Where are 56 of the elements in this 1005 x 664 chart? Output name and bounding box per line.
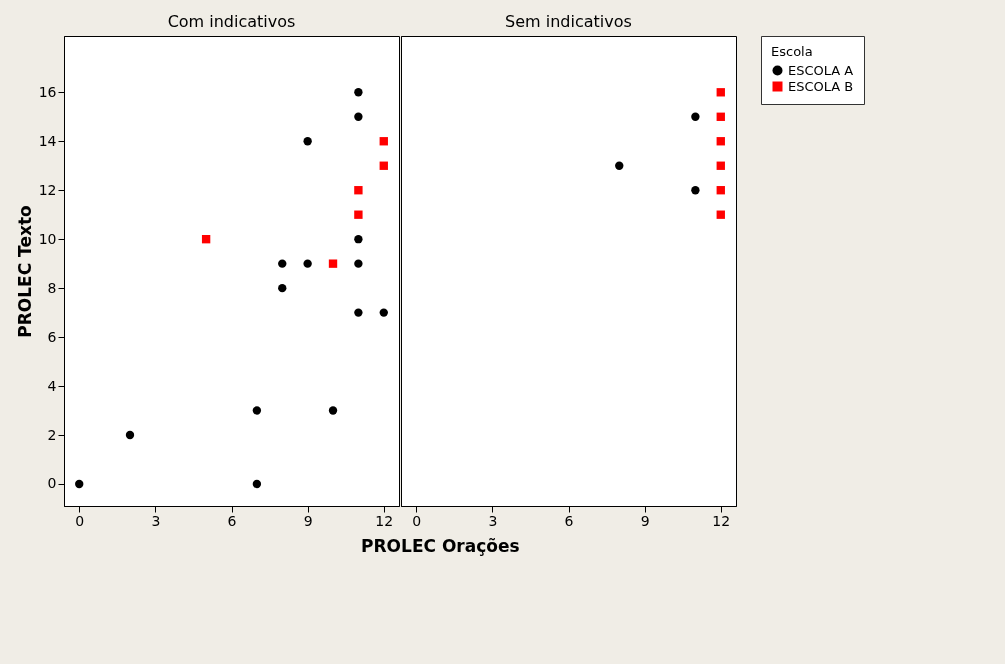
point (75, 479, 84, 489)
y-tick-label: 8 (47, 279, 57, 296)
y-tick-label: 6 (47, 328, 57, 345)
point (716, 186, 725, 195)
x-tick-label: 12 (712, 512, 731, 529)
x-tick-label: 12 (375, 512, 394, 529)
point (379, 308, 388, 317)
x-tick-label: 6 (227, 512, 237, 529)
point (328, 259, 338, 268)
point (379, 137, 388, 146)
point (691, 112, 700, 121)
point (354, 88, 363, 97)
x-tick-label: 0 (75, 512, 85, 529)
point (201, 234, 211, 244)
legend-title: Escola (771, 44, 813, 59)
point (716, 112, 725, 121)
point (328, 406, 338, 415)
point (354, 259, 363, 268)
x-tick-label: 9 (640, 512, 650, 529)
point (303, 137, 312, 146)
point (354, 186, 363, 195)
x-tick-label: 6 (564, 512, 574, 529)
point (252, 479, 262, 489)
y-tick-label: 4 (47, 377, 57, 394)
y-axis-title: PROLEC Texto (14, 205, 35, 338)
point (379, 161, 388, 170)
point (716, 210, 725, 219)
legend-label: ESCOLA A (788, 62, 854, 78)
point (716, 88, 725, 97)
chart-title: Com indicativos (167, 12, 296, 31)
point (691, 186, 700, 195)
y-tick-label: 16 (38, 83, 57, 100)
point (278, 283, 287, 293)
legend-label: ESCOLA B (788, 78, 854, 94)
x-tick-label: 3 (151, 512, 161, 529)
point (354, 210, 363, 219)
point (303, 259, 312, 268)
point (278, 259, 287, 268)
y-tick-label: 0 (47, 475, 57, 492)
x-tick-label: 9 (303, 512, 313, 529)
x-axis-title: PROLEC Orações (361, 535, 520, 556)
y-tick-label: 12 (38, 181, 57, 198)
point (615, 161, 624, 170)
point (354, 112, 363, 121)
x-tick-label: 3 (488, 512, 498, 529)
point (125, 430, 135, 440)
point (716, 161, 725, 170)
y-tick-label: 10 (38, 230, 57, 247)
point (716, 137, 725, 146)
y-tick-label: 2 (47, 426, 57, 443)
point (354, 235, 363, 244)
point (252, 406, 262, 415)
x-tick-label: 0 (412, 512, 422, 529)
y-tick-label: 14 (38, 132, 57, 149)
point (354, 308, 363, 317)
chart-title: Sem indicativos (505, 11, 632, 31)
